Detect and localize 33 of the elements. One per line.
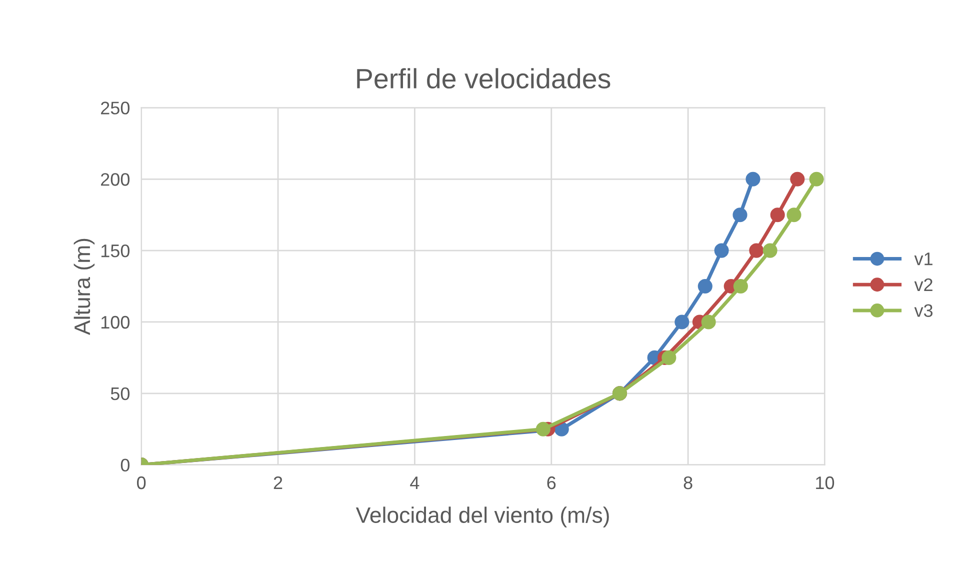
point xyxy=(809,172,824,186)
point xyxy=(674,314,690,330)
legend-label: v2 xyxy=(914,278,932,291)
point xyxy=(714,243,729,258)
point xyxy=(536,422,550,436)
point xyxy=(770,208,785,222)
point xyxy=(790,172,805,186)
chart-title: Perfil de velocidades xyxy=(357,68,610,89)
point xyxy=(732,208,748,222)
x-tick-label: 8 xyxy=(684,476,692,490)
x-tick-label: 6 xyxy=(547,476,556,490)
point xyxy=(733,278,748,294)
x-axis-title: Velocidad del viento (m/s) xyxy=(356,506,609,528)
y-tick-label: 250 xyxy=(101,102,130,114)
y-axis-title: Altura (m) xyxy=(74,238,95,335)
point xyxy=(701,314,716,330)
y-tick-label: 150 xyxy=(101,244,130,258)
x-tick-label: 4 xyxy=(410,476,420,490)
legend-label: v3 xyxy=(914,304,933,317)
y-tick-label: 100 xyxy=(101,316,130,329)
point xyxy=(762,243,778,258)
y-tick-label: 200 xyxy=(101,173,130,186)
y-tick-label: 50 xyxy=(110,387,130,400)
point xyxy=(698,278,712,294)
legend-label: v1 xyxy=(914,252,932,266)
point xyxy=(746,172,760,186)
point xyxy=(786,208,802,222)
x-tick-label: 0 xyxy=(137,476,146,490)
x-tick-label: 2 xyxy=(274,476,282,490)
point xyxy=(662,350,676,365)
point xyxy=(749,243,764,258)
x-tick-label: 10 xyxy=(816,476,834,490)
y-tick-label: 0 xyxy=(120,458,130,472)
